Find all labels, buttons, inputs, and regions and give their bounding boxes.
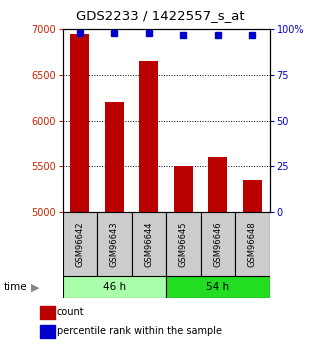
Bar <box>208 157 227 212</box>
Text: 54 h: 54 h <box>206 282 230 292</box>
Bar <box>63 212 97 276</box>
Text: GSM96643: GSM96643 <box>110 221 119 267</box>
Bar <box>174 167 193 212</box>
Text: GSM96648: GSM96648 <box>248 221 257 267</box>
Bar <box>139 61 158 212</box>
Text: percentile rank within the sample: percentile rank within the sample <box>57 326 222 336</box>
Bar <box>63 276 166 298</box>
Bar <box>243 180 262 212</box>
Bar <box>166 212 201 276</box>
Bar <box>70 34 89 212</box>
Bar <box>235 212 270 276</box>
Bar <box>132 212 166 276</box>
Text: GSM96642: GSM96642 <box>75 221 84 267</box>
Text: time: time <box>3 282 27 292</box>
Text: GSM96644: GSM96644 <box>144 221 153 267</box>
Bar <box>166 276 270 298</box>
Text: GSM96645: GSM96645 <box>179 221 188 267</box>
Text: ▶: ▶ <box>30 282 39 292</box>
Text: GDS2233 / 1422557_s_at: GDS2233 / 1422557_s_at <box>76 9 245 22</box>
Text: count: count <box>57 307 84 317</box>
Bar <box>105 102 124 212</box>
Bar <box>201 212 235 276</box>
Text: 46 h: 46 h <box>103 282 126 292</box>
Bar <box>40 325 55 337</box>
Bar <box>97 212 132 276</box>
Text: GSM96646: GSM96646 <box>213 221 222 267</box>
Bar <box>40 306 55 318</box>
